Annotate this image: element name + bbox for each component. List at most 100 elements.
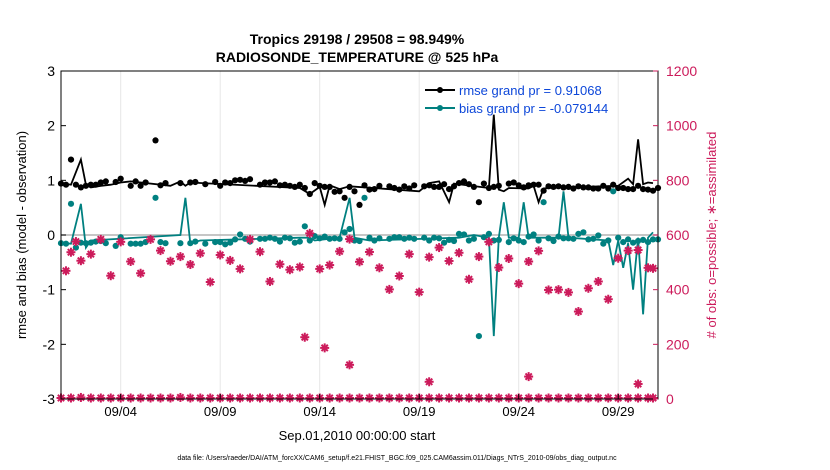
bias-point-24 — [177, 240, 184, 247]
rmse-point-66 — [386, 183, 393, 190]
obs-possible-15 — [195, 248, 205, 258]
bias-point-3 — [72, 244, 79, 251]
obs-assimilated-39 — [444, 393, 454, 403]
obs-assimilated-17-stroke-3 — [226, 394, 235, 402]
obs-assimilated-30 — [355, 393, 364, 403]
obs-possible-42-stroke-3 — [465, 275, 473, 284]
obs-spike-5 — [633, 379, 643, 389]
obs-assimilated-29-stroke-3 — [345, 394, 354, 402]
bias-point-6 — [87, 239, 94, 246]
obs-assimilated-13-stroke-3 — [186, 394, 195, 402]
obs-possible-13-stroke-3 — [176, 252, 185, 261]
obs-assimilated-10-stroke-3 — [156, 394, 165, 402]
bias-point-58 — [346, 225, 353, 233]
obs-assimilated-43-stroke-3 — [484, 394, 493, 402]
bias-point-86 — [485, 230, 492, 237]
bias-point-92 — [515, 237, 522, 244]
bias-point-19 — [152, 194, 159, 201]
rmse-point-17 — [142, 179, 149, 186]
bias-point-56 — [336, 235, 343, 242]
obs-assimilated-60-stroke-3 — [649, 394, 657, 402]
obs-possible-36-stroke-3 — [405, 250, 414, 258]
bias-point-43 — [271, 235, 278, 242]
x-tick-label-1: 09/09 — [204, 404, 237, 419]
obs-assimilated-18-stroke-3 — [236, 394, 244, 402]
bias-point-51 — [311, 233, 318, 240]
rmse-point-119 — [649, 187, 657, 194]
y-left-tick-label-2: -1 — [43, 282, 56, 298]
obs-possible-45 — [494, 263, 504, 273]
bias-point-68 — [396, 234, 403, 241]
bias-point-88 — [495, 236, 502, 243]
obs-assimilated-14-stroke-3 — [196, 394, 205, 402]
rmse-point-96 — [535, 181, 542, 188]
obs-assimilated-44 — [494, 393, 504, 403]
rmse-point-76 — [436, 183, 443, 190]
rmse-point-59 — [351, 188, 358, 195]
obs-assimilated-21 — [265, 393, 275, 403]
rmse-point-27 — [192, 178, 199, 186]
obs-possible-23-stroke-3 — [276, 260, 284, 269]
y-axis-left: -3 -2 -1 0 1 2 3 — [43, 63, 66, 407]
obs-possible-37-stroke-3 — [415, 288, 424, 296]
obs-spike-1-stroke-3 — [320, 344, 329, 352]
x-axis: 09/04 09/09 09/14 09/19 09/24 09/29 — [104, 394, 634, 419]
obs-spike-5-stroke-3 — [634, 380, 642, 388]
legend: rmse grand pr = 0.91068 bias grand pr = … — [425, 83, 608, 116]
rmse-point-105 — [580, 184, 587, 191]
obs-assimilated-54 — [593, 393, 603, 403]
obs-assimilated-40-stroke-3 — [455, 394, 463, 402]
y-right-tick-label-4: 800 — [666, 172, 690, 188]
bias-point-40 — [256, 235, 264, 242]
bias-point-32 — [217, 239, 224, 246]
obs-possible-51-stroke-3 — [554, 285, 563, 294]
obs-assimilated-41 — [464, 393, 474, 403]
obs-possible-52-stroke-3 — [564, 288, 573, 297]
obs-assimilated-42 — [474, 393, 484, 403]
rmse-point-63 — [371, 186, 378, 193]
obs-possible-17 — [215, 250, 225, 260]
obs-spike-4 — [524, 372, 534, 382]
bias-point-104 — [575, 230, 582, 237]
obs-possible-11 — [156, 246, 165, 256]
rmse-point-95 — [530, 181, 537, 188]
bias-point-62 — [366, 234, 373, 241]
obs-possible-55-stroke-3 — [594, 277, 603, 286]
obs-assimilated-31-stroke-3 — [365, 394, 374, 402]
obs-possible-5 — [96, 234, 106, 244]
bias-point-31 — [212, 239, 219, 246]
obs-possible-56 — [603, 294, 613, 304]
obs-spike-4-stroke-3 — [524, 372, 533, 381]
bias-point-42 — [266, 234, 273, 241]
obs-possible-32-stroke-3 — [365, 248, 374, 256]
obs-possible-36 — [404, 249, 414, 259]
obs-assimilated-2-stroke-3 — [77, 393, 85, 402]
rmse-point-104 — [575, 183, 582, 190]
bias-point-97 — [540, 199, 547, 206]
obs-assimilated-31 — [364, 393, 374, 403]
rmse-point-111 — [610, 181, 617, 188]
obs-assimilated-28 — [335, 393, 345, 403]
obs-assimilated-9-stroke-3 — [146, 394, 155, 402]
y-right-tick-label-3: 600 — [666, 227, 690, 243]
obs-possible-2-stroke-3 — [72, 237, 80, 246]
obs-assimilated-22-stroke-3 — [276, 394, 284, 402]
obs-possible-0-stroke-3 — [62, 266, 70, 275]
obs-assimilated-1 — [66, 393, 76, 403]
legend-rmse-label: rmse grand pr = 0.91068 — [459, 83, 602, 98]
y-left-tick-label-4: 1 — [47, 172, 55, 188]
rmse-point-74 — [426, 182, 433, 189]
obs-assimilated-1-stroke-3 — [67, 394, 75, 402]
rmse-point-86 — [485, 184, 492, 192]
obs-possible-3 — [76, 256, 86, 266]
rmse-point-48 — [296, 181, 303, 188]
bias-point-21 — [162, 240, 169, 247]
rmse-point-7 — [92, 181, 99, 188]
legend-bias-label: bias grand pr = -0.079144 — [459, 101, 608, 116]
bias-point-54 — [326, 235, 333, 242]
obs-assimilated-45 — [504, 393, 514, 403]
rmse-point-4 — [77, 184, 84, 191]
rmse-point-79 — [450, 183, 458, 190]
obs-possible-33 — [374, 263, 384, 273]
bias-point-117 — [640, 236, 647, 243]
